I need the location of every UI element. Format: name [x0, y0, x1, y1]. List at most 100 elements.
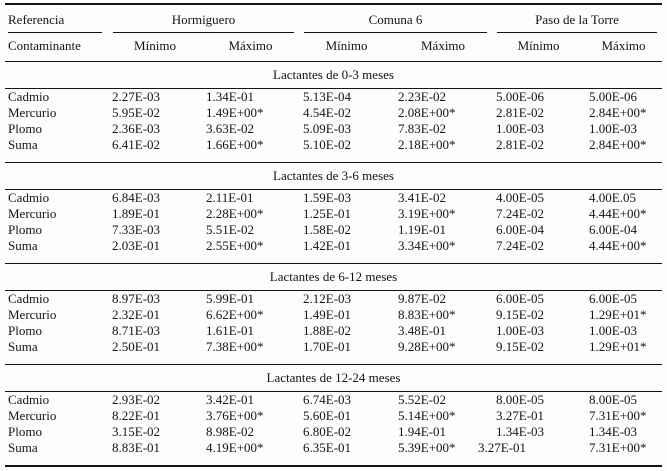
value-cell: 1.70E-01 — [303, 339, 352, 354]
value-cell: 2.84E+00* — [589, 105, 647, 120]
value-cell: 3.42E-01 — [206, 392, 255, 407]
comuna-6-label: Comuna 6 — [304, 12, 488, 33]
value-cell: 6.00E-05 — [496, 291, 545, 306]
value-cell: 7.83E-02 — [398, 121, 447, 136]
value-cell: 9.28E+00* — [398, 339, 456, 354]
value-cell: 2.27E-03 — [112, 89, 161, 104]
table-section: Lactantes de 3-6 meses Cadmio 6.84E-03 2.11… — [5, 162, 663, 264]
value-cell: 1.49E-01 — [303, 307, 352, 322]
subheader-minimo-paso-de-la-torre: Mínimo — [492, 33, 586, 62]
subheader-row: Contaminante Mínimo Máximo Mínimo Máximo… — [5, 33, 663, 62]
value-cell: 7.38E+00* — [206, 339, 264, 354]
value-cell: 5.99E-01 — [206, 291, 255, 306]
value-cell: 5.95E-02 — [112, 105, 161, 120]
value-cell: 5.13E-04 — [303, 89, 352, 104]
value-cell: 6.74E-03 — [303, 392, 352, 407]
contaminant-label: Suma — [8, 137, 38, 152]
value-cell: 5.52E-02 — [398, 392, 447, 407]
value-cell: 5.10E-02 — [303, 137, 352, 152]
value-cell: 8.22E-01 — [112, 408, 161, 423]
value-cell: 6.00E-04 — [496, 222, 545, 237]
table-row: Suma 8.83E-01 4.19E+00* 6.35E-01 5.39E+00* 3.… — [5, 440, 662, 466]
value-cell: 8.83E-01 — [112, 440, 161, 455]
value-cell: 3.27E-01 — [496, 408, 545, 423]
contaminant-label: Cadmio — [8, 190, 50, 205]
referencia-header: Referencia — [5, 4, 108, 33]
value-cell: 6.84E-03 — [112, 190, 161, 205]
contaminant-label: Mercurio — [8, 408, 57, 423]
value-cell: 3.19E+00* — [398, 206, 456, 221]
value-cell: 2.12E-03 — [303, 291, 352, 306]
section-title-row: Lactantes de 12-24 meses — [5, 364, 663, 392]
section-title-row: Lactantes de 6-12 meses — [5, 263, 663, 291]
value-cell: 7.24E-02 — [496, 206, 545, 221]
table-header: Referencia Hormiguero Comuna 6 Paso de l… — [5, 4, 663, 62]
value-cell: 8.00E-05 — [496, 392, 545, 407]
contaminant-label: Cadmio — [8, 89, 50, 104]
value-cell: 4.54E-02 — [303, 105, 352, 120]
subheader-maximo-hormiguero: Máximo — [202, 33, 300, 62]
value-cell: 5.14E+00* — [398, 408, 456, 423]
value-cell: 2.32E-01 — [112, 307, 161, 322]
subheader-minimo-hormiguero: Mínimo — [108, 33, 202, 62]
value-cell: 1.89E-01 — [112, 206, 161, 221]
section-title-row: Lactantes de 3-6 meses — [5, 162, 663, 190]
table-section: Lactantes de 6-12 meses Cadmio 8.97E-03 5.9… — [5, 263, 663, 365]
table-row: Cadmio 8.97E-03 5.99E-01 2.12E-03 9.87E-02 6.… — [5, 291, 662, 308]
value-cell: 5.00E-06 — [496, 89, 545, 104]
value-cell: 7.31E+00* — [589, 408, 647, 423]
value-cell: 1.34E-01 — [206, 89, 255, 104]
value-cell: 4.19E+00* — [206, 440, 264, 455]
subheader-maximo-comuna-6: Máximo — [394, 33, 493, 62]
value-cell: 5.09E-03 — [303, 121, 352, 136]
table-row: Plomo 8.71E-03 1.61E-01 1.88E-02 3.48E-01 1.0… — [5, 323, 662, 339]
value-cell: 1.66E+00* — [206, 137, 264, 152]
value-cell: 6.35E-01 — [303, 440, 352, 455]
table-row: Plomo 7.33E-03 5.51E-02 1.58E-02 1.19E-01 6.0… — [5, 222, 662, 238]
value-cell: 2.11E-01 — [206, 190, 254, 205]
section-title: Lactantes de 0-3 meses — [5, 61, 663, 89]
value-cell: 8.98E-02 — [206, 424, 255, 439]
contaminant-label: Plomo — [8, 424, 42, 439]
value-cell: 7.24E-02 — [496, 238, 545, 253]
value-cell: 2.84E+00* — [589, 137, 647, 152]
contaminant-label: Suma — [8, 440, 38, 455]
value-cell: 2.28E+00* — [206, 206, 264, 221]
group-header-hormiguero: Hormiguero — [108, 4, 299, 33]
value-cell: 1.25E-01 — [303, 206, 352, 221]
value-cell: 9.15E-02 — [496, 339, 545, 354]
value-cell: 4.44E+00* — [589, 238, 647, 253]
value-cell: 3.76E+00* — [206, 408, 264, 423]
table-row: Mercurio 1.89E-01 2.28E+00* 1.25E-01 3.19E+0… — [5, 206, 662, 222]
value-cell: 3.27E-01 — [478, 440, 527, 455]
value-cell: 1.00E-03 — [589, 323, 638, 338]
contaminant-label: Mercurio — [8, 307, 57, 322]
value-cell: 1.29E+01* — [589, 339, 647, 354]
contaminant-label: Mercurio — [8, 105, 57, 120]
contaminant-exposure-table: Referencia Hormiguero Comuna 6 Paso de l… — [5, 3, 663, 467]
value-cell: 3.34E+00* — [398, 238, 456, 253]
value-cell: 1.29E+01* — [589, 307, 647, 322]
value-cell: 4.44E+00* — [589, 206, 647, 221]
table-row: Suma 6.41E-02 1.66E+00* 5.10E-02 2.18E+00* 2.… — [5, 137, 662, 163]
value-cell: 2.81E-02 — [496, 137, 545, 152]
contaminant-label: Suma — [8, 238, 38, 253]
contaminant-label: Plomo — [8, 121, 42, 136]
value-cell: 1.00E-03 — [496, 323, 545, 338]
value-cell: 8.83E+00* — [398, 307, 456, 322]
value-cell: 1.61E-01 — [206, 323, 255, 338]
value-cell: 8.71E-03 — [112, 323, 161, 338]
contaminant-label: Cadmio — [8, 291, 50, 306]
value-cell: 1.00E-03 — [496, 121, 545, 136]
table-row: Plomo 3.15E-02 8.98E-02 6.80E-02 1.94E-01 1.3… — [5, 424, 662, 440]
table-row: Suma 2.50E-01 7.38E+00* 1.70E-01 9.28E+00* 9.… — [5, 339, 662, 365]
value-cell: 2.93E-02 — [112, 392, 161, 407]
value-cell: 3.63E-02 — [206, 121, 255, 136]
value-cell: 1.59E-03 — [303, 190, 352, 205]
referencia-label: Referencia — [8, 12, 102, 33]
table-row: Cadmio 2.93E-02 3.42E-01 6.74E-03 5.52E-02 8.… — [5, 392, 662, 409]
value-cell: 1.58E-02 — [303, 222, 352, 237]
value-cell: 2.23E-02 — [398, 89, 447, 104]
contaminant-label: Cadmio — [8, 392, 50, 407]
